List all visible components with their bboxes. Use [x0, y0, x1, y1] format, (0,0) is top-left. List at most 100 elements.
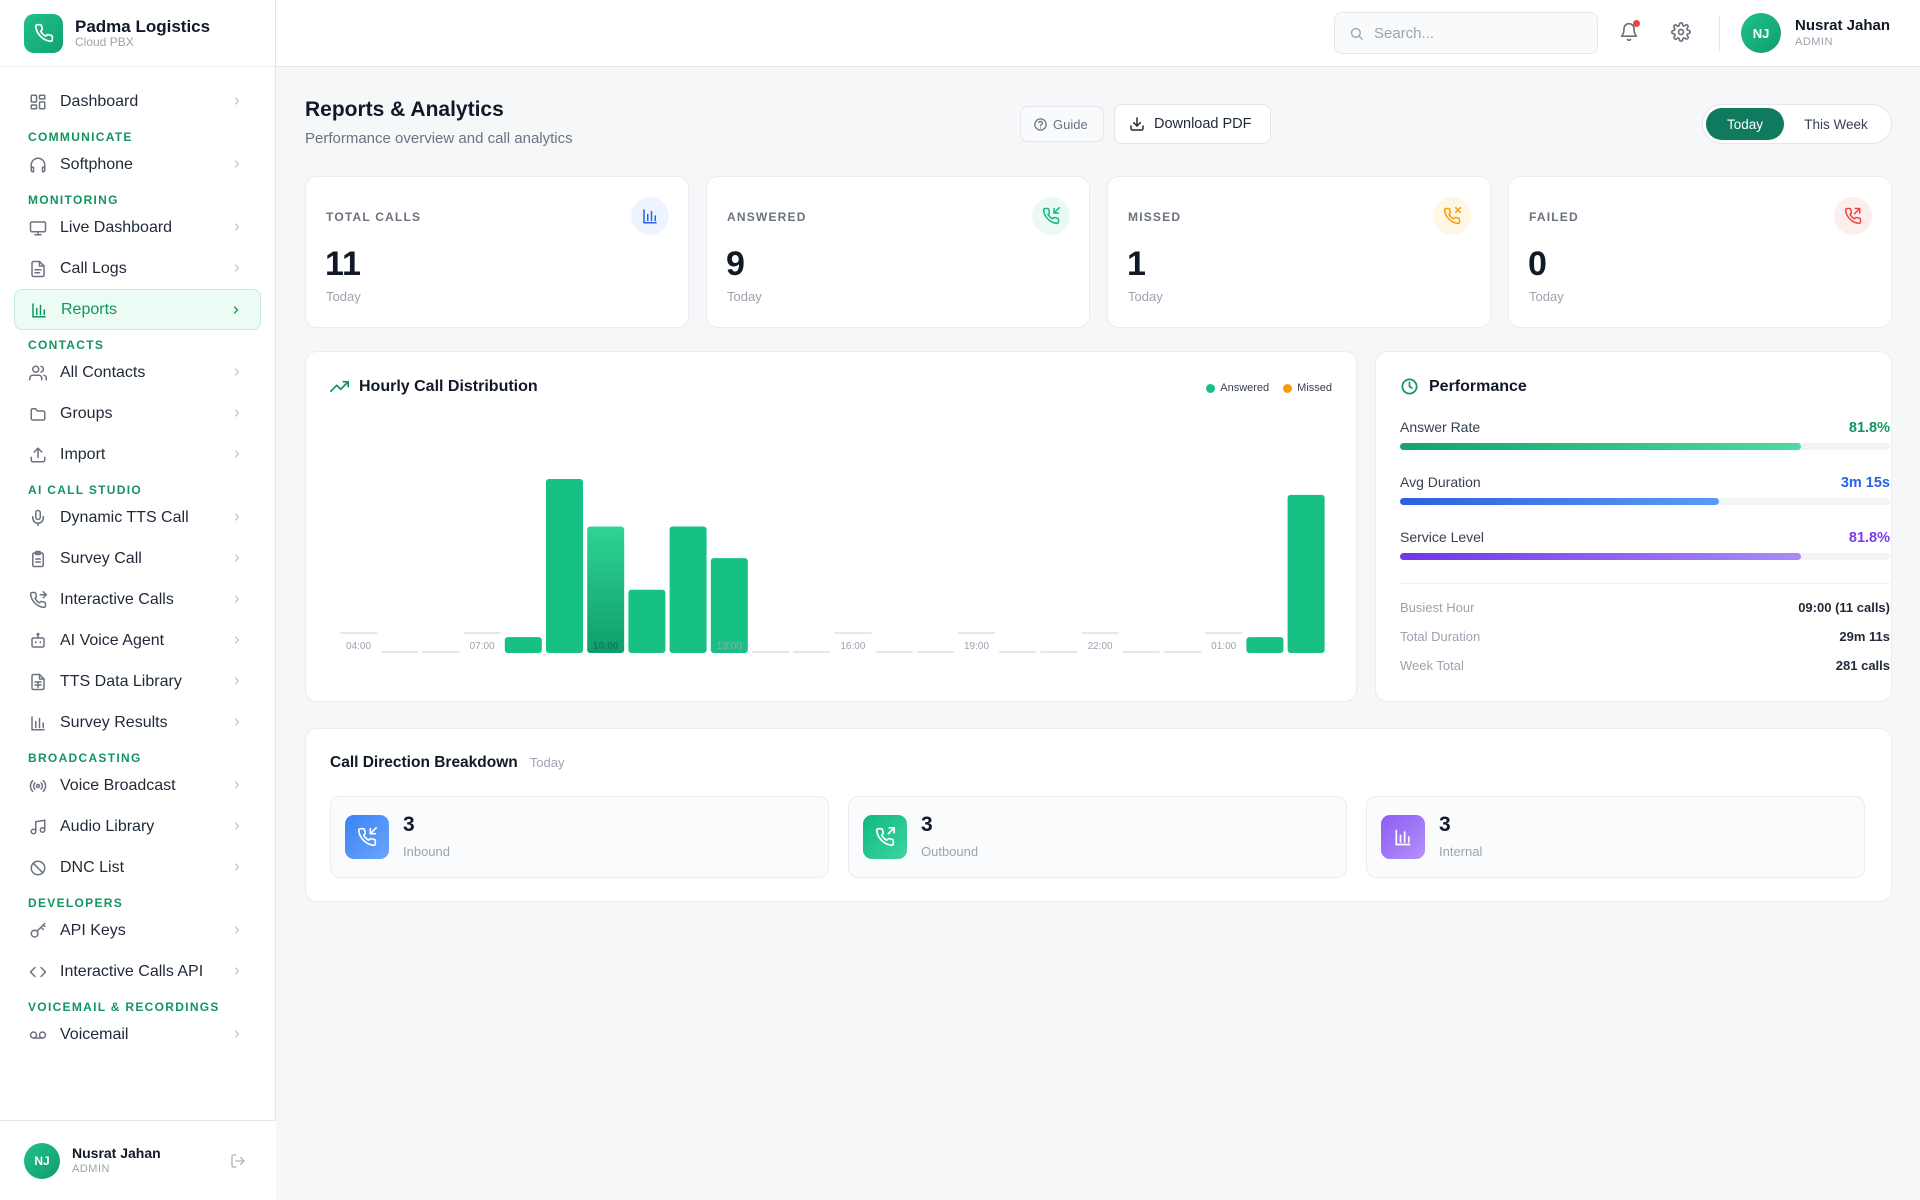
- bar-15:00[interactable]: [793, 651, 831, 653]
- sidebar-item-voicemail[interactable]: Voicemail: [14, 1014, 261, 1055]
- logout-icon[interactable]: [230, 1153, 246, 1169]
- performance-title: Performance: [1429, 377, 1527, 395]
- sidebar-item-call-logs[interactable]: Call Logs: [14, 248, 261, 289]
- music-icon: [28, 817, 48, 837]
- stat-card-missed: MISSED 1 Today: [1107, 176, 1491, 328]
- bar-12:00[interactable]: [669, 526, 707, 653]
- hourly-bar-chart: 04:00 07:00 10:00 13:00 16:00 19:00 22:00 01:00: [340, 479, 1325, 653]
- bar-18:00[interactable]: [916, 651, 954, 653]
- sidebar-item-groups[interactable]: Groups: [14, 393, 261, 434]
- search-input[interactable]: [1374, 24, 1574, 42]
- bar-13:00[interactable]: [710, 558, 748, 653]
- users-icon: [28, 363, 48, 383]
- sidebar-item-dashboard[interactable]: Dashboard: [14, 81, 261, 122]
- direction-heading: Call Direction Breakdown Today: [330, 754, 564, 772]
- sidebar-item-label: Softphone: [60, 155, 133, 173]
- stat-card-total-calls: TOTAL CALLS 11 Today: [305, 176, 689, 328]
- bar-08:00[interactable]: [504, 637, 542, 653]
- document-icon: [28, 259, 48, 279]
- bar-14:00[interactable]: [752, 651, 789, 653]
- trending-up-icon: [330, 377, 349, 396]
- bar-00:00[interactable]: [1164, 651, 1201, 653]
- bar-10:00[interactable]: [587, 526, 625, 653]
- bar-09:00[interactable]: [546, 479, 583, 653]
- direction-label: Inbound: [403, 844, 450, 859]
- sidebar-item-interactive-calls-api[interactable]: Interactive Calls API: [14, 951, 261, 992]
- tick-label: 01:00: [1211, 641, 1236, 652]
- code-icon: [28, 962, 48, 982]
- bar-22:00[interactable]: [1081, 632, 1119, 634]
- download-pdf-button[interactable]: Download PDF: [1114, 104, 1271, 144]
- hourly-chart-heading: Hourly Call Distribution: [330, 377, 538, 396]
- chevron-right-icon: [231, 365, 243, 383]
- search-box[interactable]: [1334, 12, 1598, 54]
- sidebar-item-survey-results[interactable]: Survey Results: [14, 702, 261, 743]
- bar-19:00[interactable]: [958, 632, 995, 634]
- bar-04:00[interactable]: [340, 632, 377, 634]
- bell-icon[interactable]: [1617, 20, 1641, 44]
- sidebar-item-survey-call[interactable]: Survey Call: [14, 538, 261, 579]
- topbar: NJ Nusrat Jahan ADMIN: [276, 0, 1920, 67]
- tick-label: 16:00: [840, 641, 865, 652]
- bar-02:00[interactable]: [1246, 637, 1284, 653]
- sidebar-item-label: Survey Call: [60, 549, 142, 567]
- chevron-right-icon: [231, 674, 243, 692]
- bar-11:00[interactable]: [628, 589, 666, 653]
- sidebar-item-all-contacts[interactable]: All Contacts: [14, 352, 261, 393]
- bar-03:00[interactable]: [1287, 494, 1325, 653]
- range-week-button[interactable]: This Week: [1804, 116, 1868, 132]
- sidebar-item-ai-voice-agent[interactable]: AI Voice Agent: [14, 620, 261, 661]
- bar-01:00[interactable]: [1205, 632, 1243, 634]
- phone-icon: [24, 13, 63, 53]
- stat-value: 1: [1127, 245, 1146, 283]
- detail-key: Week Total: [1400, 658, 1464, 673]
- sidebar-nav: Dashboard COMMUNICATE Softphone MONITORING L…: [0, 67, 275, 1119]
- voicemail-icon: [28, 1025, 48, 1045]
- sidebar-item-label: Interactive Calls: [60, 590, 174, 608]
- brand[interactable]: Padma Logistics Cloud PBX: [0, 0, 275, 67]
- bar-17:00[interactable]: [875, 651, 913, 653]
- chart-legend: Answered Missed: [1192, 382, 1332, 394]
- legend-missed-label: Missed: [1297, 382, 1332, 394]
- sidebar-item-live-dashboard[interactable]: Live Dashboard: [14, 207, 261, 248]
- sidebar-item-dynamic-tts-call[interactable]: Dynamic TTS Call: [14, 497, 261, 538]
- sidebar-item-api-keys[interactable]: API Keys: [14, 910, 261, 951]
- chevron-right-icon: [231, 778, 243, 796]
- stat-period: Today: [727, 289, 762, 304]
- gear-icon[interactable]: [1669, 20, 1693, 44]
- bar-05:00[interactable]: [381, 651, 419, 653]
- metric-name: Avg Duration: [1400, 474, 1481, 490]
- guide-button[interactable]: Guide: [1020, 106, 1104, 142]
- phone-incoming-icon: [345, 815, 389, 859]
- detail-value: 09:00 (11 calls): [1798, 600, 1890, 615]
- bar-23:00[interactable]: [1122, 651, 1160, 653]
- clipboard-icon: [28, 549, 48, 569]
- sidebar-item-voice-broadcast[interactable]: Voice Broadcast: [14, 765, 261, 806]
- bar-chart-icon: [1381, 815, 1425, 859]
- bar-06:00[interactable]: [422, 651, 460, 653]
- metric-name: Service Level: [1400, 529, 1485, 545]
- bar-21:00[interactable]: [1040, 651, 1078, 653]
- sidebar-item-audio-library[interactable]: Audio Library: [14, 806, 261, 847]
- phone-outgoing-icon: [863, 815, 907, 859]
- sidebar-item-import[interactable]: Import: [14, 434, 261, 475]
- sidebar-item-interactive-calls[interactable]: Interactive Calls: [14, 579, 261, 620]
- sidebar-item-softphone[interactable]: Softphone: [14, 144, 261, 185]
- tick-label: 19:00: [964, 641, 989, 652]
- tick-label: 22:00: [1088, 641, 1113, 652]
- sidebar-item-tts-data-library[interactable]: TTS Data Library: [14, 661, 261, 702]
- direction-value: 3: [921, 813, 933, 836]
- stat-value: 0: [1528, 245, 1547, 283]
- header-user[interactable]: NJ Nusrat Jahan ADMIN: [1741, 13, 1890, 53]
- brand-subtitle: Cloud PBX: [75, 34, 134, 49]
- avatar: NJ: [1741, 13, 1781, 53]
- sidebar-item-dnc-list[interactable]: DNC List: [14, 847, 261, 888]
- range-today-button[interactable]: Today: [1706, 108, 1784, 140]
- sidebar-user[interactable]: NJ Nusrat Jahan ADMIN: [0, 1120, 276, 1200]
- sidebar-item-reports[interactable]: Reports: [14, 289, 261, 330]
- bar-16:00[interactable]: [834, 632, 872, 634]
- phone-failed-icon: [1834, 197, 1872, 235]
- bar-07:00[interactable]: [463, 632, 501, 634]
- bar-20:00[interactable]: [999, 651, 1037, 653]
- nav-section-voicemail-and-recordings: VOICEMAIL & RECORDINGS: [28, 1000, 220, 1014]
